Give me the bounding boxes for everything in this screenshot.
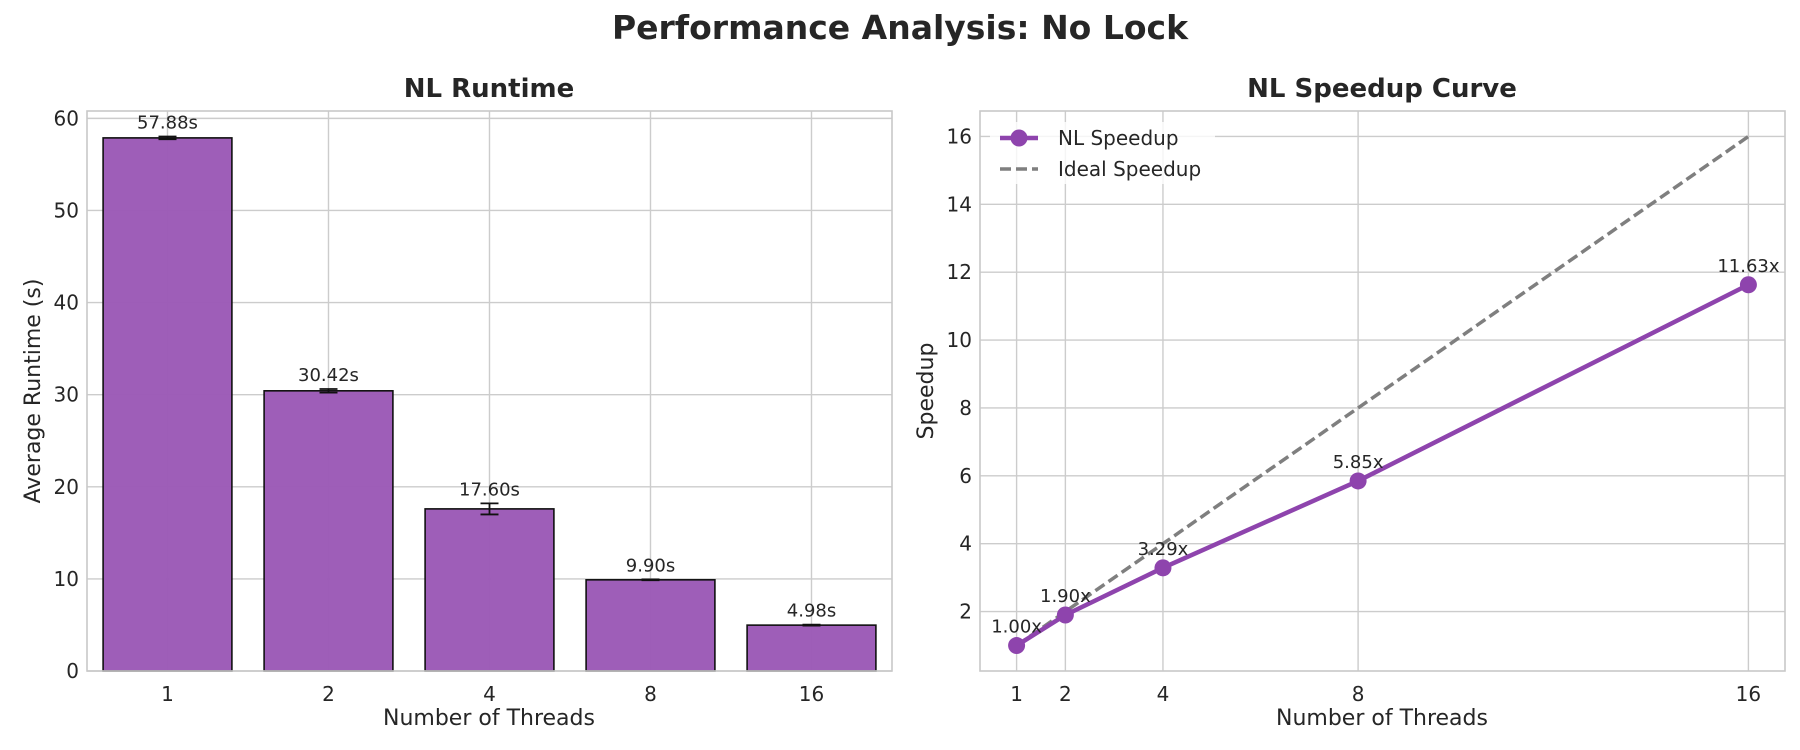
y-tick-label: 20: [54, 475, 79, 499]
nl-speedup-point: [1739, 276, 1757, 294]
legend-label-ideal-speedup: Ideal Speedup: [1058, 157, 1201, 181]
legend-marker-nl-speedup: [1010, 129, 1028, 147]
bar-value-label: 9.90s: [626, 555, 675, 576]
ideal-speedup-line: [1015, 135, 1750, 647]
x-tick-label: 16: [799, 682, 824, 706]
bar-threads-4: [424, 508, 555, 672]
speedup-value-label: 3.29x: [1138, 539, 1189, 560]
x-tick-label: 4: [1157, 682, 1170, 706]
runtime-chart-title: NL Runtime: [404, 74, 575, 104]
x-tick-label: 2: [1059, 682, 1072, 706]
speedup-lines: [1008, 135, 1757, 655]
y-tick-label: 60: [54, 106, 79, 130]
runtime-bars: [102, 137, 877, 672]
y-tick-label: 10: [947, 328, 972, 352]
runtime-y-axis-label: Average Runtime (s): [21, 279, 46, 504]
y-tick-label: 14: [947, 192, 972, 216]
speedup-value-label: 11.63x: [1717, 256, 1780, 277]
legend-box: [990, 122, 1215, 184]
bar-threads-8: [585, 579, 716, 672]
bar-value-label: 4.98s: [787, 601, 836, 622]
bar-value-label: 57.88s: [137, 113, 198, 134]
runtime-bar-chart: 0 10 20 30 40 50 60 1 2 4 8 16 57.88s 30.42s 17.60s 9.…: [21, 74, 893, 731]
runtime-tick-labels: 0 10 20 30 40 50 60 1 2 4 8 16: [54, 106, 825, 706]
speedup-point-labels: 1.00x 1.90x 3.29x 5.85x 11.63x: [991, 256, 1780, 638]
y-tick-label: 8: [959, 396, 972, 420]
runtime-value-labels: 57.88s 30.42s 17.60s 9.90s 4.98s: [137, 113, 836, 622]
y-tick-label: 40: [54, 291, 79, 315]
speedup-value-label: 1.00x: [991, 617, 1042, 638]
x-tick-label: 1: [161, 682, 174, 706]
nl-speedup-point: [1008, 637, 1026, 655]
bar-value-label: 17.60s: [459, 479, 520, 500]
runtime-x-axis-label: Number of Threads: [383, 706, 595, 731]
x-tick-label: 16: [1736, 682, 1761, 706]
y-tick-label: 0: [66, 659, 79, 683]
runtime-error-bars: [158, 135, 821, 627]
speedup-x-axis-label: Number of Threads: [1276, 706, 1488, 731]
nl-speedup-point: [1056, 606, 1074, 624]
bar-value-label: 30.42s: [298, 365, 359, 386]
x-tick-label: 2: [322, 682, 335, 706]
bar-threads-1: [102, 137, 233, 672]
speedup-y-axis-label: Speedup: [914, 343, 939, 440]
nl-speedup-point: [1154, 559, 1172, 577]
y-tick-label: 12: [947, 260, 972, 284]
y-tick-label: 6: [959, 464, 972, 488]
speedup-value-label: 1.90x: [1040, 586, 1091, 607]
speedup-grid: [980, 111, 1785, 671]
speedup-chart-title: NL Speedup Curve: [1247, 74, 1517, 104]
bar-threads-2: [263, 390, 394, 672]
speedup-plot-frame: [979, 110, 1786, 672]
x-tick-label: 1: [1010, 682, 1023, 706]
y-tick-label: 2: [959, 600, 972, 624]
x-tick-label: 8: [644, 682, 657, 706]
x-tick-label: 4: [483, 682, 496, 706]
y-tick-label: 10: [54, 567, 79, 591]
figure-title: Performance Analysis: No Lock: [611, 8, 1189, 47]
speedup-legend: NL Speedup Ideal Speedup: [990, 122, 1215, 184]
y-tick-label: 4: [959, 532, 972, 556]
runtime-plot-frame: [86, 110, 893, 672]
speedup-value-label: 5.85x: [1333, 452, 1384, 473]
nl-speedup-point: [1349, 472, 1367, 490]
x-tick-label: 8: [1352, 682, 1365, 706]
y-tick-label: 16: [947, 124, 972, 148]
legend-label-nl-speedup: NL Speedup: [1058, 126, 1179, 150]
y-tick-label: 30: [54, 383, 79, 407]
y-tick-label: 50: [54, 198, 79, 222]
